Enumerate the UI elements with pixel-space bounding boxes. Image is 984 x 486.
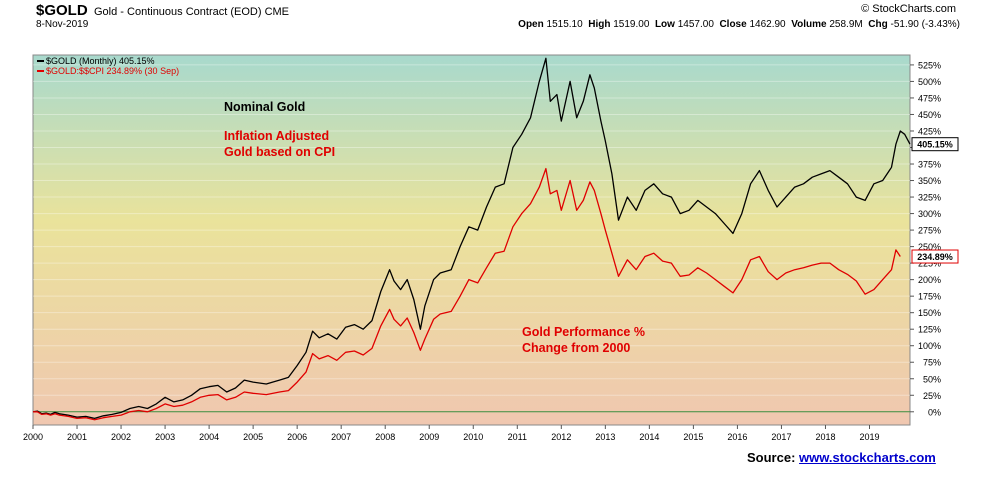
open-value: 1515.10 — [546, 19, 583, 30]
y-tick-label: 150% — [918, 308, 941, 318]
x-tick-label: 2019 — [859, 432, 879, 442]
chg-label: Chg — [868, 19, 888, 30]
y-tick-label: 50% — [923, 374, 941, 384]
chart-date: 8-Nov-2019 — [36, 19, 89, 30]
brand-link[interactable]: © StockCharts.com — [861, 3, 956, 15]
annotations: Nominal Gold Inflation Adjusted Gold based… — [224, 100, 645, 355]
y-tick-label: 125% — [918, 325, 941, 335]
end-label-box — [911, 249, 959, 264]
legend-label: $GOLD (Monthly) 405.15% — [46, 56, 155, 66]
source-label: Source: — [747, 450, 796, 465]
ohlc-readout: Open 1515.10 High 1519.00 Low 1457.00 Cl… — [518, 19, 960, 30]
x-tick-label: 2001 — [67, 432, 87, 442]
end-value-labels: 405.15% 234.89% — [911, 137, 959, 264]
x-tick-label: 2003 — [155, 432, 175, 442]
y-tick-label: 525% — [918, 60, 941, 70]
y-tick-label: 475% — [918, 93, 941, 103]
source-link[interactable]: www.stockcharts.com — [799, 450, 936, 465]
x-tick-label: 2004 — [199, 432, 219, 442]
volume-label: Volume — [791, 19, 827, 30]
x-tick-label: 2015 — [683, 432, 703, 442]
x-tick-label: 2006 — [287, 432, 307, 442]
y-tick-label: 100% — [918, 341, 941, 351]
close-label: Close — [719, 19, 747, 30]
low-label: Low — [654, 19, 675, 30]
x-tick-label: 2014 — [639, 432, 659, 442]
nominal-gold-line — [32, 57, 911, 420]
x-tick-label: 2012 — [551, 432, 571, 442]
y-tick-label: 500% — [918, 77, 941, 87]
end-label-text: 405.15% — [917, 140, 953, 150]
legend-label: $GOLD:$$CPI 234.89% (30 Sep) — [46, 66, 179, 76]
x-tick-label: 2005 — [243, 432, 263, 442]
chart-description: Gold - Continuous Contract (EOD) CME — [94, 6, 289, 18]
annotation-text: Gold based on CPI — [224, 145, 335, 159]
end-label-text: 234.89% — [917, 252, 953, 262]
annotation-text: Gold Performance % — [522, 325, 645, 339]
y-tick-label: 200% — [918, 275, 941, 285]
high-value: 1519.00 — [613, 19, 650, 30]
y-tick-label: 425% — [918, 126, 941, 136]
low-value: 1457.00 — [677, 19, 714, 30]
x-tick-label: 2008 — [375, 432, 395, 442]
x-tick-label: 2002 — [111, 432, 131, 442]
series-lines — [32, 57, 911, 421]
cpi-adjusted-gold-line — [33, 167, 901, 421]
y-tick-label: 325% — [918, 193, 941, 203]
source-note: Source: www.stockcharts.com — [747, 450, 936, 465]
x-tick-label: 2013 — [595, 432, 615, 442]
chg-value: -51.90 (-3.43%) — [890, 19, 960, 30]
y-axis-ticks: 0% 25% 50% 75% 100% 125% 150% 175% 200% 225% 250% 2… — [910, 60, 941, 417]
y-tick-label: 275% — [918, 226, 941, 236]
x-tick-label: 2000 — [23, 432, 43, 442]
y-tick-label: 250% — [918, 242, 941, 252]
volume-value: 258.9M — [829, 19, 863, 30]
annotation-text: Change from 2000 — [522, 341, 630, 355]
annotation-text: Nominal Gold — [224, 100, 305, 114]
legend: $GOLD (Monthly) 405.15%$GOLD:$$CPI 234.8… — [37, 56, 179, 76]
x-tick-label: 2017 — [771, 432, 791, 442]
end-label-box — [911, 137, 959, 152]
x-tick-label: 2007 — [331, 432, 351, 442]
y-tick-label: 75% — [923, 358, 941, 368]
close-value: 1462.90 — [749, 19, 786, 30]
x-axis-ticks: 2000 2001 2002 2003 2004 2005 2006 2007 2008 2009… — [23, 425, 880, 442]
annotation-text: Inflation Adjusted — [224, 129, 329, 143]
y-tick-label: 175% — [918, 292, 941, 302]
high-label: High — [588, 19, 611, 30]
y-tick-label: 300% — [918, 209, 941, 219]
plot-background — [32, 54, 911, 426]
y-tick-label: 450% — [918, 110, 941, 120]
y-tick-label: 350% — [918, 176, 941, 186]
end-label-nominal: 405.15% — [911, 137, 959, 152]
x-tick-label: 2011 — [508, 432, 527, 442]
contract-description: Gold - Continuous Contract (EOD) — [94, 6, 262, 18]
y-tick-label: 25% — [923, 391, 941, 401]
y-tick-label: 0% — [928, 407, 941, 417]
x-tick-label: 2016 — [727, 432, 747, 442]
open-label: Open — [518, 19, 544, 30]
chart-symbol: $GOLD — [36, 2, 88, 19]
exchange-label: CME — [264, 6, 290, 18]
y-tick-label: 375% — [918, 160, 941, 170]
x-tick-label: 2009 — [419, 432, 439, 442]
y-tick-label: 225% — [918, 259, 941, 269]
end-label-cpi: 234.89% — [911, 249, 959, 264]
x-tick-label: 2010 — [463, 432, 483, 442]
x-tick-label: 2018 — [815, 432, 835, 442]
